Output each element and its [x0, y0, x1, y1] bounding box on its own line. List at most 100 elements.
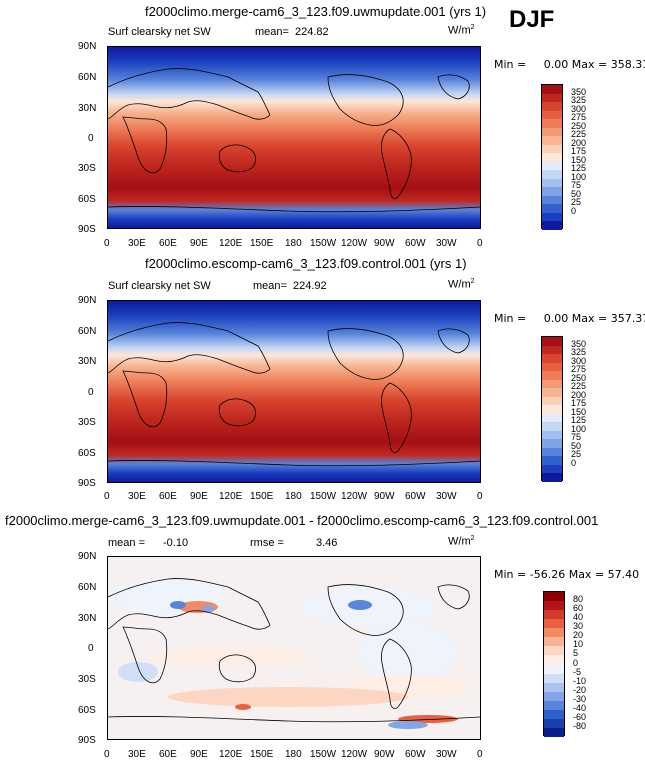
- lon-tick: 60E: [159, 238, 177, 249]
- panel2-mean-label: mean=: [253, 280, 287, 292]
- colorbar-label: 250: [571, 372, 587, 383]
- lon-tick: 90W: [374, 491, 395, 502]
- lat-tick: 30S: [78, 163, 96, 174]
- lon-tick: 90W: [374, 238, 395, 249]
- colorbar-label: -80: [573, 720, 587, 731]
- lat-tick: 30S: [78, 674, 96, 685]
- colorbar-swatches: [543, 591, 565, 737]
- colorbar-swatch: [542, 127, 562, 137]
- colorbar-swatch: [542, 371, 562, 380]
- lat-tick: 60S: [78, 194, 96, 205]
- colorbar-label: 125: [571, 163, 587, 174]
- panel3-map-field: [108, 557, 480, 739]
- lon-tick: 0: [477, 238, 483, 249]
- lon-tick: 60W: [405, 749, 426, 760]
- colorbar-swatch: [542, 144, 562, 154]
- lat-tick: 30N: [78, 356, 97, 367]
- panel1-coastlines: [108, 68, 480, 213]
- colorbar-swatch: [542, 187, 562, 196]
- colorbar-swatch: [542, 413, 562, 423]
- colorbar-label: 0: [571, 205, 577, 216]
- lon-tick: 60W: [405, 238, 426, 249]
- lon-tick: 180: [285, 749, 302, 760]
- colorbar-label: 30: [573, 621, 584, 632]
- colorbar-label: 325: [571, 95, 587, 106]
- colorbar-swatch: [542, 85, 562, 94]
- colorbar-label: 0: [571, 457, 577, 468]
- colorbar-label: 25: [571, 197, 582, 208]
- lon-tick: 120E: [219, 238, 243, 249]
- min-value: 0.00: [543, 312, 569, 325]
- colorbar-swatch: [542, 119, 562, 128]
- colorbar-swatch: [542, 447, 562, 457]
- min-value: -56.26: [529, 568, 566, 581]
- lon-tick: 150E: [250, 238, 274, 249]
- lon-tick: 150W: [310, 749, 337, 760]
- colorbar-swatch: [542, 396, 562, 406]
- max-label: Max =: [568, 568, 605, 581]
- colorbar-swatch: [542, 102, 562, 111]
- lat-tick: 30N: [78, 103, 97, 114]
- colorbar-label: 5: [573, 648, 579, 659]
- colorbar-swatch: [542, 195, 562, 205]
- lon-tick: 0: [104, 238, 110, 249]
- lon-tick: 150E: [250, 749, 274, 760]
- colorbar-swatch: [544, 592, 564, 602]
- colorbar-label: 0: [573, 657, 579, 668]
- colorbar-swatch: [542, 354, 562, 363]
- lat-tick: 0: [88, 133, 94, 144]
- colorbar-label: 75: [571, 180, 582, 191]
- colorbar-swatch: [542, 212, 562, 222]
- lat-tick: 90S: [78, 478, 96, 489]
- colorbar-label: 150: [571, 406, 587, 417]
- lat-tick: 30S: [78, 417, 96, 428]
- panel1-map-field: [108, 47, 480, 228]
- lon-tick: 120W: [341, 749, 368, 760]
- colorbar-label: 75: [571, 432, 582, 443]
- colorbar-label: 200: [571, 389, 587, 400]
- colorbar-swatches: [541, 336, 563, 482]
- colorbar-label: -20: [573, 684, 587, 695]
- colorbar-swatch: [542, 161, 562, 171]
- colorbar-swatch: [542, 405, 562, 414]
- lat-tick: 60S: [78, 448, 96, 459]
- colorbar-label: -10: [573, 675, 587, 686]
- panel3-minmax: Min = -56.26 Max = 57.40: [494, 568, 639, 581]
- colorbar-swatch: [542, 362, 562, 372]
- max-value: 357.37: [610, 312, 645, 325]
- season-label: DJF: [509, 6, 555, 33]
- colorbar-swatch: [544, 646, 564, 656]
- lon-tick: 90E: [190, 238, 208, 249]
- lon-tick: 150W: [310, 491, 337, 502]
- colorbar-label: 250: [571, 120, 587, 131]
- lon-tick: 120W: [341, 238, 368, 249]
- lat-tick: 60N: [78, 582, 97, 593]
- colorbar-swatch: [544, 655, 564, 665]
- panel1-minmax: Min = 0.00 Max = 358.31: [494, 58, 645, 71]
- panel1-variable: Surf clearsky net SW: [108, 26, 211, 38]
- panel3-mean-value: -0.10: [163, 537, 189, 549]
- colorbar-label: -40: [573, 702, 587, 713]
- colorbar-swatch: [544, 619, 564, 629]
- colorbar-swatch: [544, 673, 564, 683]
- panel1-units-base: W/m: [448, 24, 471, 37]
- colorbar-swatch: [542, 379, 562, 389]
- panel3-coastlines: [108, 578, 480, 723]
- panel3-rmse-value: 3.46: [316, 537, 338, 549]
- lon-tick: 30W: [436, 749, 457, 760]
- colorbar-label: 225: [571, 381, 587, 392]
- lon-tick: 150E: [250, 491, 274, 502]
- panel2-mean-value: 224.92: [293, 280, 327, 292]
- lat-tick: 90N: [78, 41, 97, 52]
- colorbar-label: 100: [571, 423, 587, 434]
- max-value: 57.40: [607, 568, 640, 581]
- colorbar-label: 275: [571, 112, 587, 123]
- colorbar-label: 175: [571, 398, 587, 409]
- colorbar-swatch: [542, 464, 562, 474]
- colorbar-swatches: [541, 84, 563, 230]
- min-value: 0.00: [543, 58, 569, 71]
- colorbar-swatch: [544, 709, 564, 719]
- lon-tick: 0: [104, 749, 110, 760]
- colorbar-label: -30: [573, 693, 587, 704]
- colorbar-swatch: [542, 430, 562, 440]
